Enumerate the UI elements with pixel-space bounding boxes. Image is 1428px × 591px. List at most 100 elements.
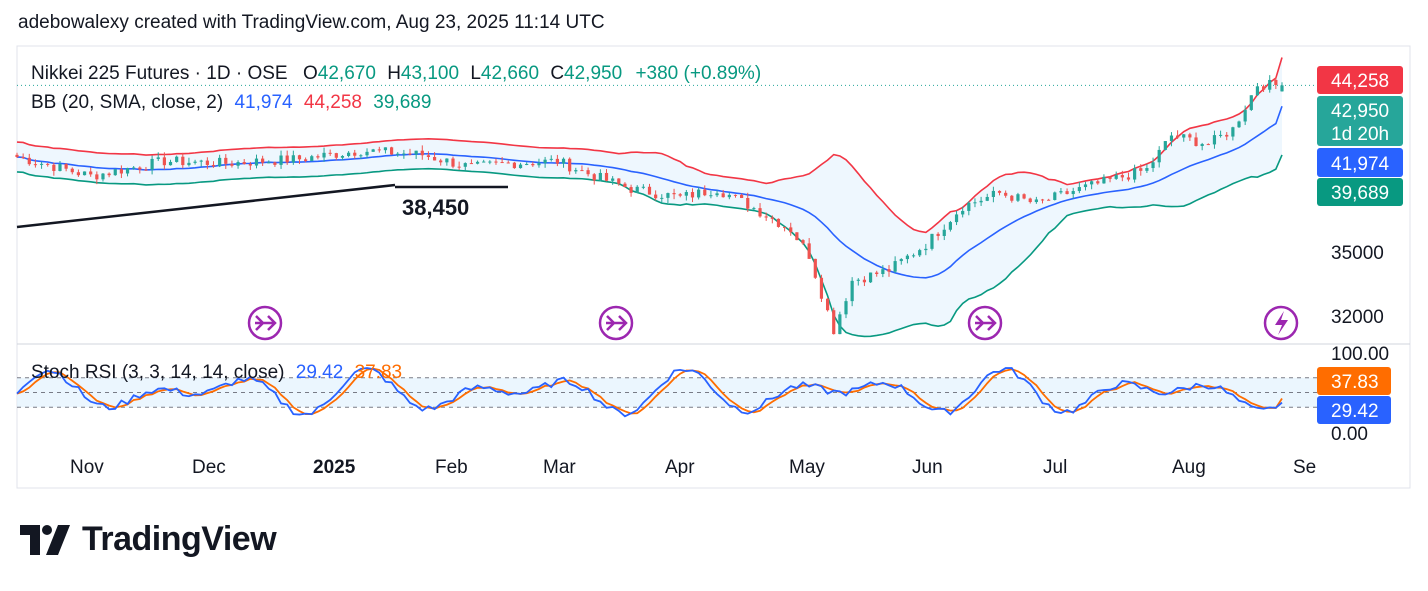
candle-body [76, 172, 81, 176]
candle-body [500, 162, 504, 164]
candle-body [21, 156, 25, 158]
candle-body [838, 314, 842, 335]
bollinger-basis-line [16, 105, 1283, 279]
candle-body [549, 158, 553, 160]
legend-symbol[interactable]: Nikkei 225 Futures · 1D · OSE [31, 63, 288, 84]
candle-body [1157, 149, 1161, 163]
svg-text:37.83: 37.83 [1331, 372, 1379, 393]
candle-body [353, 152, 357, 156]
candle-body [660, 197, 664, 199]
candle-body [1114, 175, 1118, 179]
candle-body [451, 158, 455, 167]
candle-body [789, 227, 793, 233]
split-event-icon[interactable] [1263, 305, 1299, 341]
candle-body [279, 155, 283, 165]
y-axis-tick-32000: 32000 [1331, 307, 1384, 328]
x-axis-tick-sep: Se [1293, 457, 1316, 478]
candle-body [316, 156, 320, 158]
candle-body [997, 190, 1002, 193]
candle-body [371, 149, 375, 152]
candle-body [580, 170, 584, 172]
candle-body [1090, 181, 1094, 185]
candle-body [733, 194, 738, 196]
x-axis-tick-aug: Aug [1172, 457, 1206, 478]
candle-body [27, 157, 31, 165]
legend-bollinger[interactable]: BB (20, SMA, close, 2) 41,974 44,258 39,… [31, 92, 431, 113]
candle-body [1028, 198, 1032, 203]
candle-body [70, 168, 74, 173]
candle-body [494, 161, 498, 163]
price-tag-stoch-k: 29.42 [1317, 396, 1391, 424]
candle-body [918, 250, 922, 256]
tradingview-logo-icon [20, 524, 70, 555]
candle-body [1096, 181, 1100, 184]
stoch-axis-tick-0: 0.00 [1331, 424, 1368, 445]
candle-body [1280, 85, 1284, 92]
candle-body [568, 158, 572, 172]
candle-body [187, 162, 191, 166]
candle-body [604, 172, 609, 181]
candle-body [1163, 141, 1167, 150]
x-axis-tick-feb: Feb [435, 457, 468, 478]
candle-body [531, 163, 535, 166]
candle-body [125, 167, 130, 174]
candle-body [850, 280, 854, 302]
price-tag-lower: 39,689 [1317, 178, 1403, 206]
candle-body [1231, 127, 1235, 137]
candle-body [948, 222, 952, 230]
svg-text:39,689: 39,689 [1331, 183, 1389, 204]
candle-body [261, 158, 265, 163]
x-axis-tick-apr: Apr [665, 457, 695, 478]
candle-body [107, 173, 111, 176]
candle-body [1022, 194, 1026, 199]
candle-body [82, 171, 87, 176]
candle-body [856, 279, 860, 281]
candle-body [168, 161, 173, 166]
stoch-rsi-k-line [16, 367, 1283, 418]
dividend-event-icon[interactable] [598, 305, 634, 341]
candle-body [666, 193, 670, 198]
candle-body [445, 158, 449, 163]
candle-body [1188, 134, 1192, 138]
legend-stoch-rsi[interactable]: Stoch RSI (3, 3, 14, 14, close) 29.42 37… [31, 362, 402, 383]
candle-body [973, 202, 977, 204]
candle-body [414, 150, 418, 155]
candle-body [469, 163, 474, 165]
stoch-rsi-pane[interactable] [16, 367, 1317, 418]
support-level-label[interactable]: 38,450 [402, 195, 469, 220]
price-pane[interactable] [15, 57, 1317, 338]
x-axis-tick-2025: 2025 [313, 457, 356, 478]
candle-body [1169, 135, 1174, 142]
candle-body [377, 149, 381, 151]
candle-body [1120, 175, 1124, 178]
candle-body [1108, 176, 1112, 179]
candle-body [1225, 134, 1229, 137]
candle-body [967, 202, 971, 211]
candle-body [1200, 144, 1204, 147]
candle-body [408, 153, 412, 155]
candle-body [439, 160, 443, 163]
price-tag-last: 42,950 1d 20h [1317, 96, 1403, 146]
candle-body [979, 200, 983, 203]
candle-body [819, 277, 824, 299]
candle-body [328, 152, 332, 154]
bar-countdown: 1d 20h [1331, 124, 1389, 145]
candle-body [254, 158, 259, 166]
dividend-event-icon[interactable] [967, 305, 1003, 341]
candle-body [678, 194, 682, 196]
candle-body [875, 272, 879, 275]
candle-body [389, 147, 394, 155]
candle-body [1004, 192, 1008, 196]
x-axis-tick-mar: Mar [543, 457, 576, 478]
candle-body [1206, 144, 1210, 146]
candle-body [697, 189, 701, 198]
candle-body [52, 164, 56, 171]
candle-body [132, 167, 136, 169]
dividend-event-icon[interactable] [247, 305, 283, 341]
candle-body [1243, 109, 1247, 122]
candle-body [1077, 187, 1081, 192]
candle-body [156, 157, 160, 159]
candle-body [887, 269, 891, 272]
tradingview-logo[interactable]: TradingView [20, 520, 277, 559]
